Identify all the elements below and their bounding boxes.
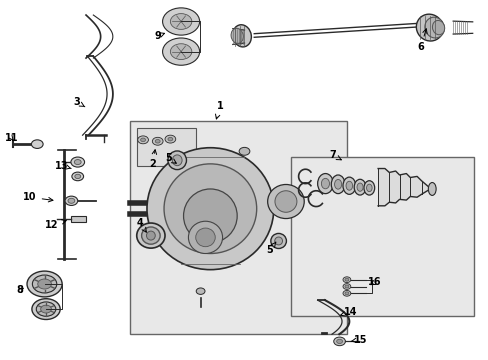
Ellipse shape — [230, 28, 243, 43]
Circle shape — [170, 14, 191, 30]
Circle shape — [141, 138, 145, 141]
Circle shape — [65, 196, 78, 206]
Ellipse shape — [188, 221, 222, 253]
Ellipse shape — [32, 299, 60, 319]
Circle shape — [71, 157, 84, 167]
Circle shape — [152, 137, 163, 145]
Ellipse shape — [321, 178, 329, 189]
Text: 4: 4 — [137, 218, 146, 232]
Ellipse shape — [27, 271, 62, 297]
Text: 14: 14 — [340, 307, 357, 317]
Bar — [71, 216, 86, 222]
Circle shape — [167, 137, 172, 141]
Text: 8: 8 — [17, 285, 23, 296]
Polygon shape — [377, 168, 430, 206]
Circle shape — [74, 159, 81, 165]
Ellipse shape — [366, 184, 371, 192]
Ellipse shape — [346, 181, 352, 190]
Ellipse shape — [167, 151, 186, 170]
Text: 9: 9 — [154, 31, 164, 41]
Ellipse shape — [36, 302, 56, 316]
Circle shape — [342, 291, 350, 296]
Ellipse shape — [356, 183, 363, 191]
Circle shape — [138, 136, 148, 144]
Ellipse shape — [342, 177, 355, 194]
Circle shape — [342, 284, 350, 289]
Circle shape — [164, 135, 175, 143]
Circle shape — [68, 198, 75, 203]
Bar — [137, 128, 195, 166]
Ellipse shape — [415, 14, 442, 41]
Ellipse shape — [146, 231, 155, 240]
Circle shape — [75, 174, 81, 179]
Ellipse shape — [196, 288, 204, 294]
Text: 12: 12 — [45, 220, 66, 230]
Circle shape — [333, 337, 345, 346]
Bar — [290, 157, 473, 316]
Text: 13: 13 — [55, 161, 71, 171]
Ellipse shape — [239, 147, 249, 155]
Text: 15: 15 — [350, 334, 366, 345]
Ellipse shape — [38, 279, 51, 289]
Circle shape — [342, 277, 350, 283]
Ellipse shape — [270, 233, 286, 248]
Text: 7: 7 — [328, 150, 341, 160]
Circle shape — [31, 140, 43, 148]
Ellipse shape — [32, 275, 57, 293]
Text: 10: 10 — [23, 192, 53, 202]
Ellipse shape — [363, 181, 374, 195]
Circle shape — [72, 172, 83, 181]
Ellipse shape — [172, 155, 182, 166]
Ellipse shape — [195, 228, 215, 247]
Circle shape — [170, 44, 191, 59]
Circle shape — [162, 8, 199, 35]
Text: 3: 3 — [73, 97, 85, 107]
Ellipse shape — [317, 174, 332, 194]
Ellipse shape — [274, 237, 282, 245]
Ellipse shape — [142, 227, 160, 244]
Ellipse shape — [232, 25, 251, 47]
Ellipse shape — [334, 179, 341, 189]
Ellipse shape — [163, 164, 256, 253]
Ellipse shape — [353, 179, 365, 195]
Circle shape — [344, 285, 348, 288]
Text: 6: 6 — [417, 29, 426, 51]
Text: 1: 1 — [215, 102, 223, 119]
Text: 5: 5 — [165, 153, 176, 163]
Text: 5: 5 — [266, 242, 275, 255]
Circle shape — [162, 38, 199, 65]
Ellipse shape — [183, 189, 237, 243]
Ellipse shape — [330, 175, 344, 194]
Ellipse shape — [147, 148, 273, 270]
Ellipse shape — [431, 21, 444, 35]
Ellipse shape — [424, 17, 444, 38]
Ellipse shape — [137, 223, 164, 248]
Circle shape — [344, 292, 348, 295]
Ellipse shape — [267, 184, 304, 219]
Text: 11: 11 — [5, 133, 18, 143]
Text: 2: 2 — [149, 150, 156, 169]
Bar — [130, 121, 346, 334]
Ellipse shape — [274, 191, 296, 212]
Text: 16: 16 — [367, 277, 381, 287]
Circle shape — [155, 139, 160, 143]
Ellipse shape — [427, 183, 435, 195]
Circle shape — [344, 278, 348, 281]
Circle shape — [336, 339, 342, 343]
Ellipse shape — [41, 305, 51, 313]
